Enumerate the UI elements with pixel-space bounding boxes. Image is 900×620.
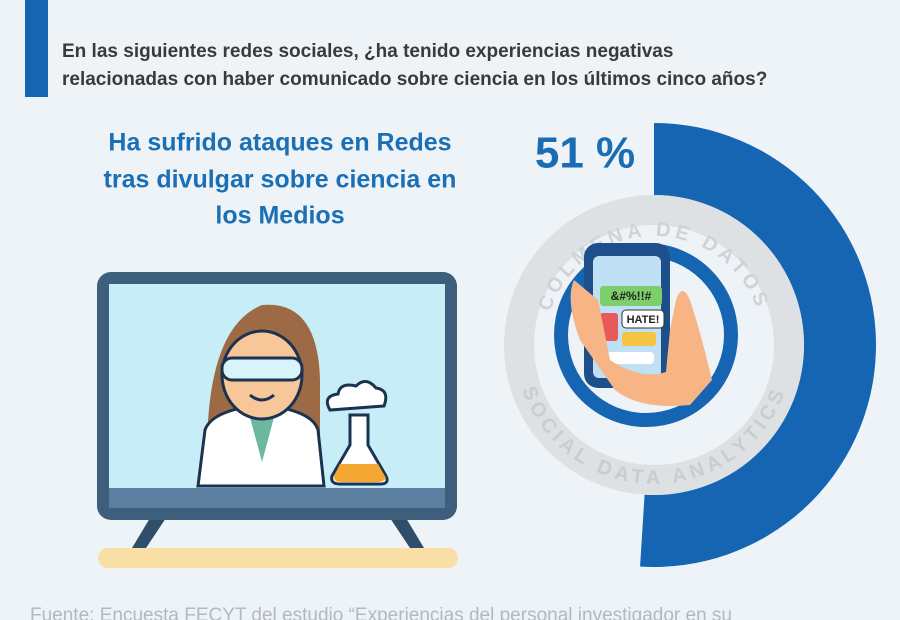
source: Fuente: Encuesta FECYT del estudio “Expe… — [30, 605, 732, 620]
bubble — [621, 309, 665, 329]
donut-arc — [640, 123, 876, 567]
smoke — [325, 380, 388, 412]
question-line: En las siguientes redes sociales, ¿ha te… — [62, 41, 673, 62]
smile — [249, 393, 275, 402]
shirt — [248, 410, 276, 462]
hand — [570, 280, 712, 406]
stat-label-line: Ha sufrido ataques en Redes — [108, 129, 451, 157]
bubble-text: HATE! — [627, 314, 660, 326]
bubble — [622, 332, 656, 346]
stat-value-label: 51 % — [535, 129, 635, 178]
tv-bezel — [109, 488, 445, 508]
table — [98, 548, 458, 568]
bubble — [600, 286, 662, 306]
goggles — [220, 356, 304, 382]
bubble-text: &#%!!# — [611, 289, 652, 303]
stat-label-line: tras divulgar sobre ciencia en — [104, 166, 457, 194]
stat-label-line: los Medios — [215, 202, 344, 230]
tv-legs — [132, 518, 424, 548]
question-line: relacionadas con haber comunicado sobre … — [62, 69, 767, 90]
flask-liquid — [334, 464, 386, 482]
accent-bar — [25, 0, 48, 97]
watermark-ring — [504, 195, 804, 495]
bubble — [604, 352, 654, 364]
